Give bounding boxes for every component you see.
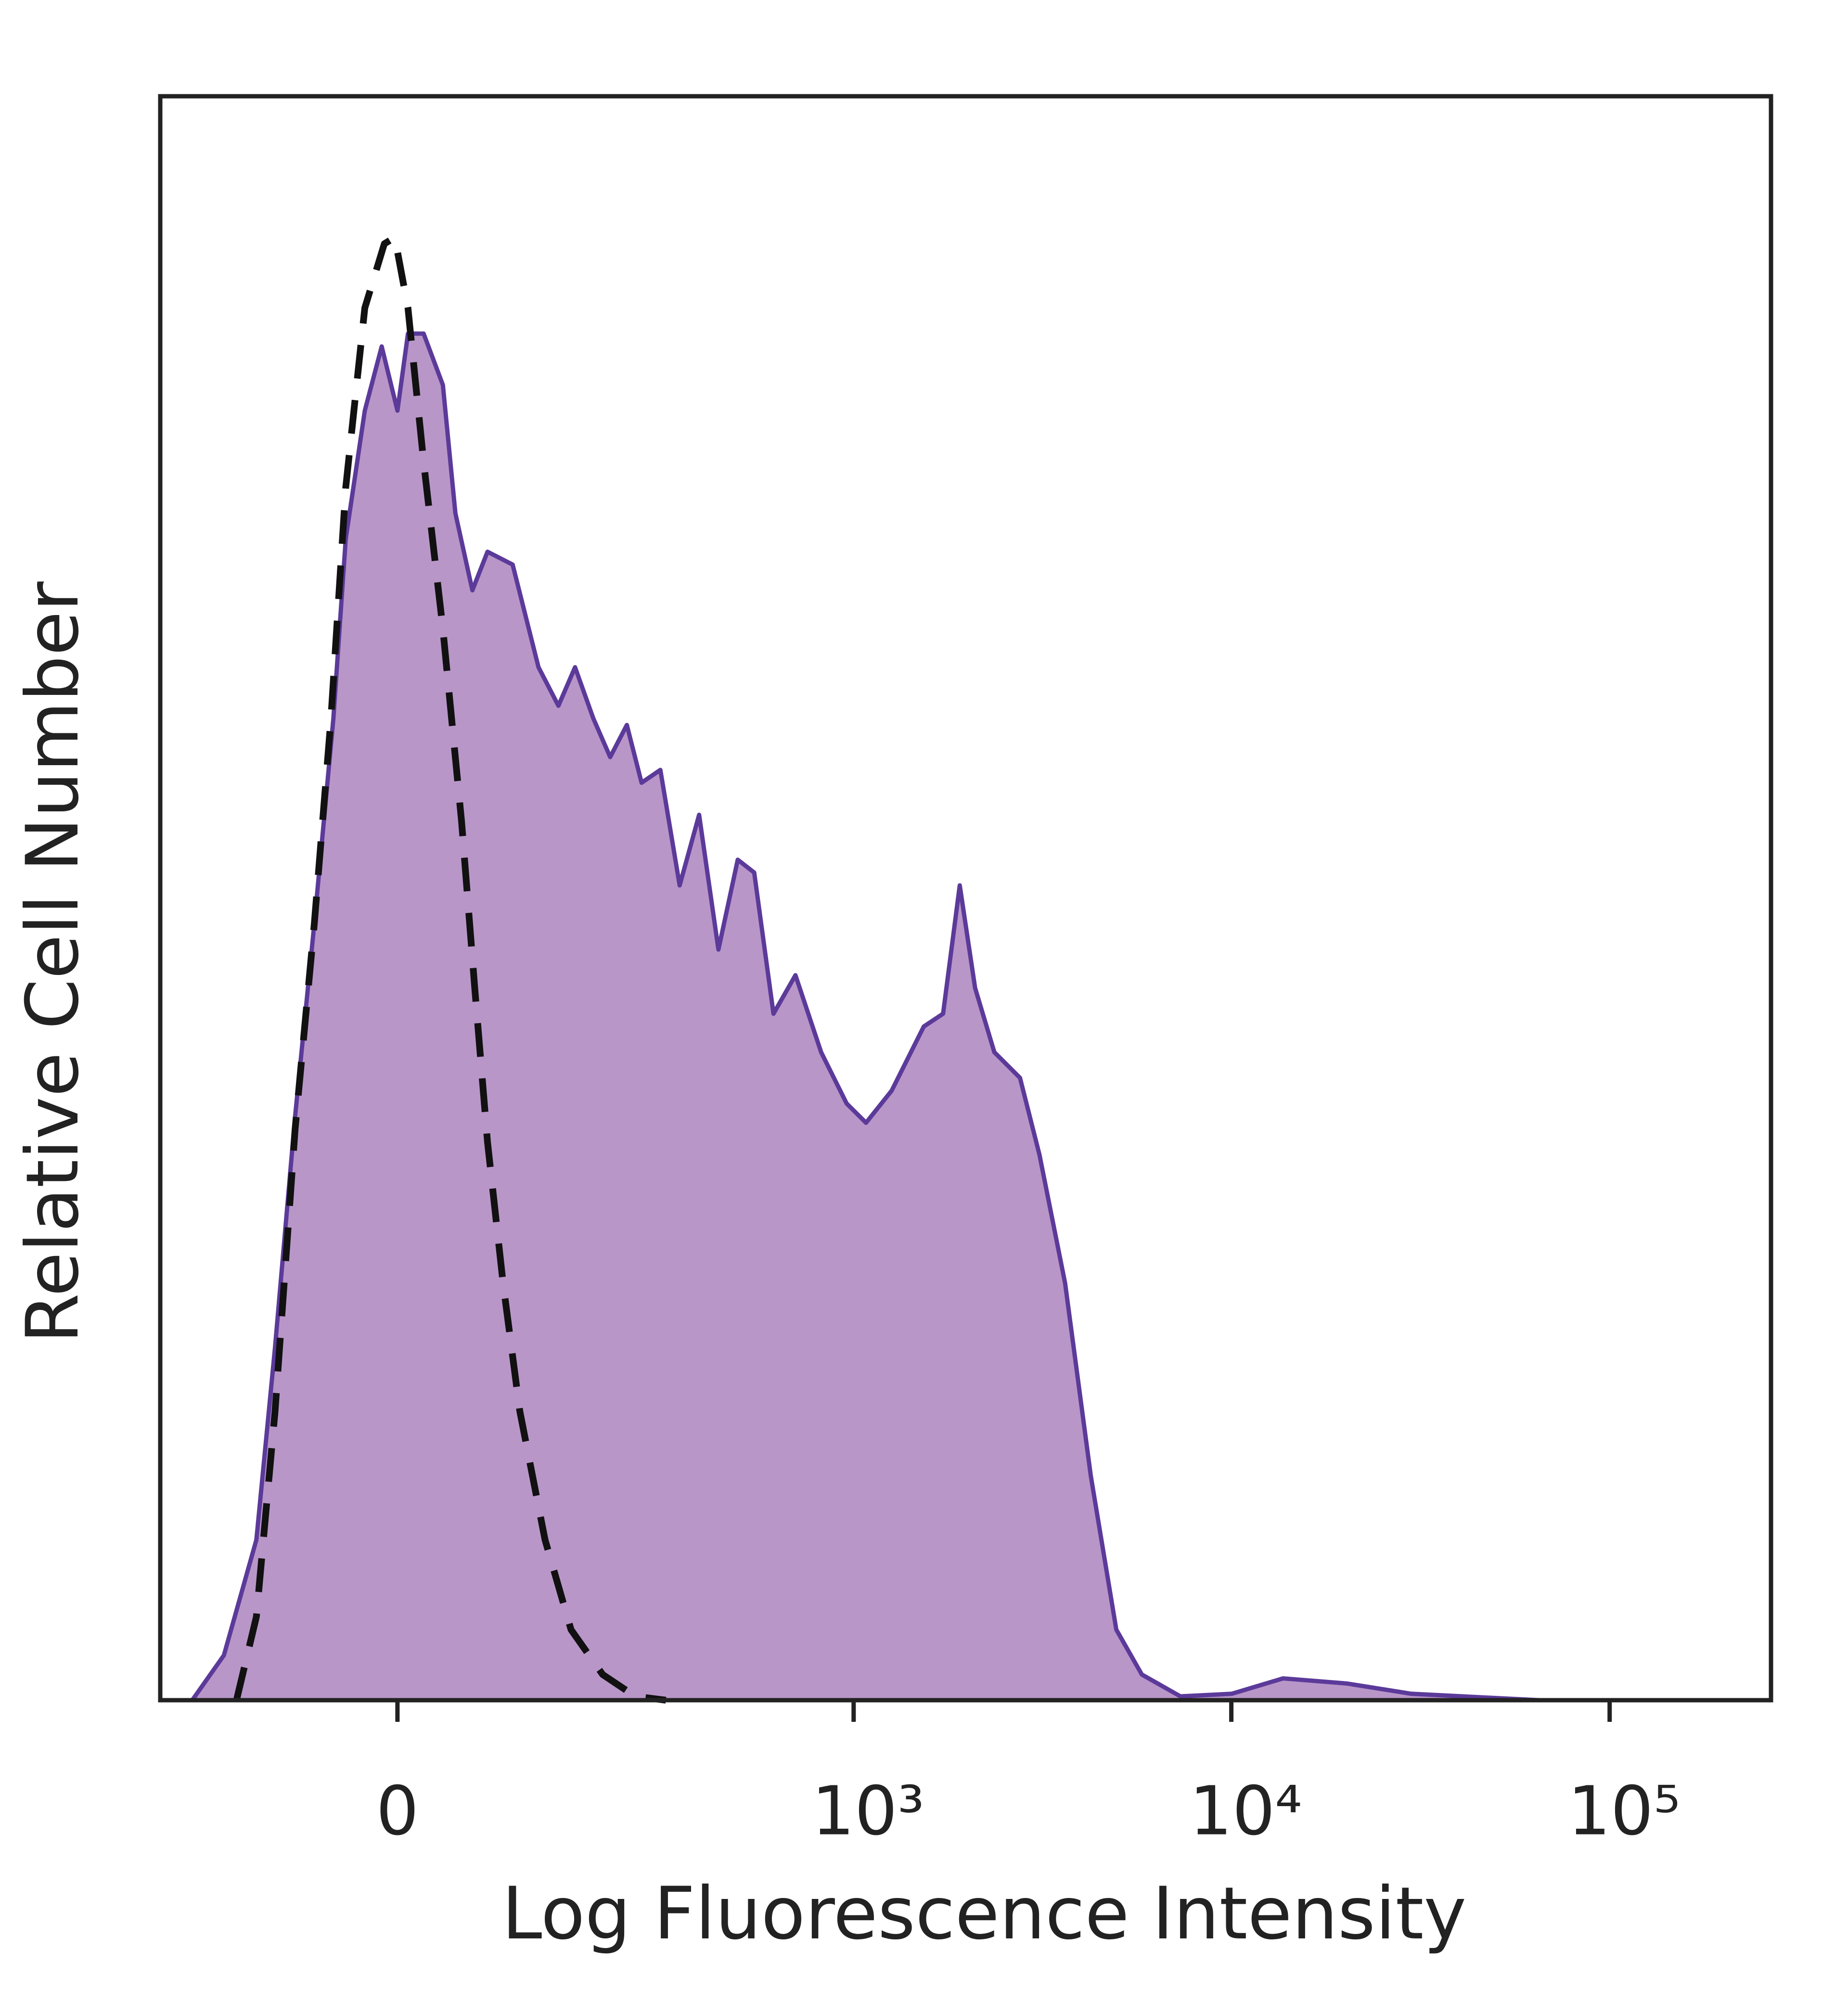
- x-tick-label: 0: [376, 1772, 419, 1851]
- x-tick-label: 10⁴: [1189, 1772, 1302, 1851]
- y-axis-label: Relative Cell Number: [11, 581, 95, 1344]
- plot-frame: [158, 94, 1773, 1703]
- x-axis-label: Log Fluorescence Intensity: [502, 1872, 1466, 1956]
- x-tick-label: 10³: [812, 1772, 924, 1851]
- histogram-line: [190, 331, 1745, 1703]
- area-fill: [192, 333, 1745, 1701]
- x-tick-label: 10⁵: [1568, 1772, 1681, 1851]
